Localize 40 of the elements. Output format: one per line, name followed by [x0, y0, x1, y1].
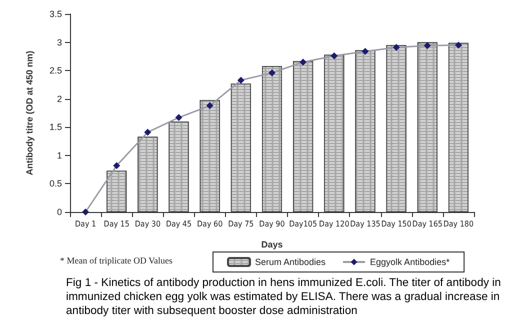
y-axis-title: Antibody titre (OD at 450 nm) — [24, 50, 34, 176]
point — [113, 162, 120, 170]
point — [237, 76, 244, 84]
x-tick-label: Day 135 — [350, 220, 380, 228]
point — [330, 52, 338, 60]
y-tick-label: 3.5 — [49, 9, 62, 19]
point — [392, 44, 400, 51]
legend-label: Serum Antibodies — [255, 257, 326, 267]
x-tick-label: Day 180 — [443, 220, 474, 228]
legend-label: Eggyolk Antibodies* — [370, 257, 450, 267]
y-tick-label: 3 — [56, 37, 62, 48]
point — [300, 58, 307, 66]
x-tick-label: Day 75 — [228, 220, 254, 228]
y-tick-label: 2 — [56, 94, 62, 104]
point — [206, 102, 214, 110]
point — [268, 69, 276, 76]
text: * Mean of triplicate OD Values — [60, 256, 174, 266]
y-tick-label: 1.5 — [49, 122, 62, 132]
y-tick-label: 1 — [56, 150, 62, 160]
point — [454, 42, 462, 49]
y-tick-label: 0 — [56, 207, 62, 217]
x-tick-label: Day 150 — [381, 220, 412, 228]
x-tick-label: Day 30 — [134, 220, 161, 228]
point — [362, 48, 369, 55]
x-tick-label: Day 60 — [197, 220, 224, 228]
x-tick-label: Day105 — [289, 220, 318, 228]
x-tick-label: Day 120 — [319, 220, 350, 228]
x-tick-label: Day 15 — [104, 220, 130, 228]
y-tick-label: 0.5 — [49, 178, 62, 189]
point — [82, 208, 90, 216]
point — [424, 42, 431, 50]
x-tick-label: Day 45 — [166, 220, 192, 228]
point — [175, 114, 182, 122]
y-tick-label: 2.5 — [49, 66, 62, 76]
x-tick-label: Day 1 — [75, 220, 96, 228]
point — [144, 128, 152, 136]
x-tick-label: Day 90 — [259, 220, 286, 228]
x-axis-title: Days — [261, 240, 283, 250]
x-tick-label: Day 165 — [412, 220, 442, 228]
caption: Fig 1 - Kinetics of antibody production in hens immunized E.coli. The titer of antibody in immunized chicken egg yolk was estimated by ELISA. There was a gradual increase in antibody titer with subsequent booster dose administration — [66, 277, 504, 317]
